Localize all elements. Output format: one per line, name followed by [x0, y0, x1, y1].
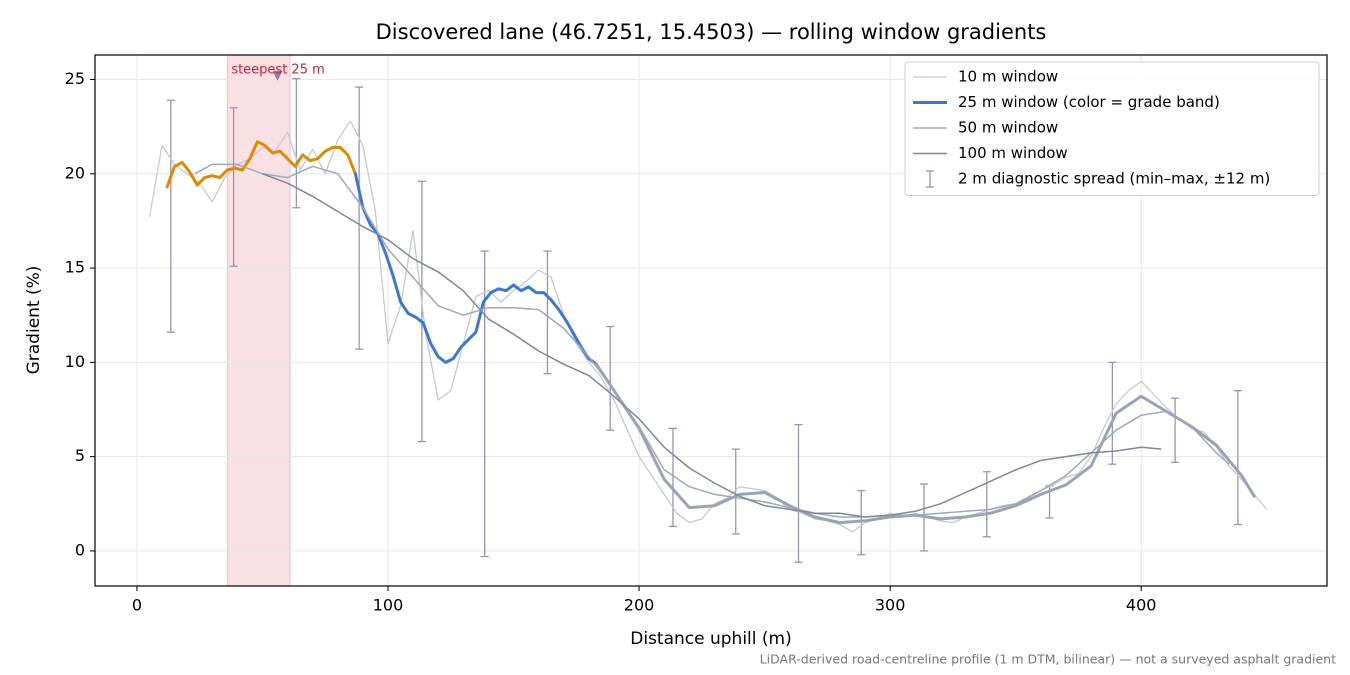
- legend-label: 2 m diagnostic spread (min–max, ±12 m): [958, 170, 1270, 188]
- highlight-marker: [272, 70, 283, 81]
- x-tick-label: 200: [624, 596, 655, 615]
- series-line: [594, 362, 1256, 525]
- legend-label: 10 m window: [958, 68, 1058, 86]
- legend-label: 50 m window: [958, 119, 1058, 137]
- footnote: LiDAR-derived road-centreline profile (1…: [760, 652, 1336, 667]
- y-tick-label: 20: [65, 163, 85, 182]
- series-line: [148, 120, 1268, 533]
- series-line: [165, 140, 357, 189]
- x-axis-label: Distance uphill (m): [630, 629, 791, 649]
- y-tick-label: 0: [75, 540, 85, 559]
- plot-frame: [94, 54, 1328, 587]
- x-tick-label: 0: [132, 596, 142, 615]
- y-tick-label: 5: [75, 446, 85, 465]
- y-tick-label: 15: [65, 258, 85, 277]
- x-tick-label: 400: [1126, 596, 1157, 615]
- x-tick-label: 300: [875, 596, 906, 615]
- x-tick-label: 100: [373, 596, 404, 615]
- highlight-label: steepest 25 m: [231, 63, 324, 78]
- y-axis-label: Gradient (%): [24, 266, 44, 375]
- series-line: [194, 163, 1230, 518]
- legend-label: 25 m window (color = grade band): [958, 93, 1220, 111]
- series-line: [262, 173, 1162, 518]
- y-tick-label: 10: [65, 352, 85, 371]
- chart-title: Discovered lane (46.7251, 15.4503) — rol…: [376, 20, 1047, 44]
- legend-label: 100 m window: [958, 144, 1068, 162]
- legend-box: [904, 61, 1320, 196]
- y-tick-label: 25: [65, 69, 85, 88]
- series-line: [353, 172, 598, 366]
- highlight-span: [226, 54, 291, 587]
